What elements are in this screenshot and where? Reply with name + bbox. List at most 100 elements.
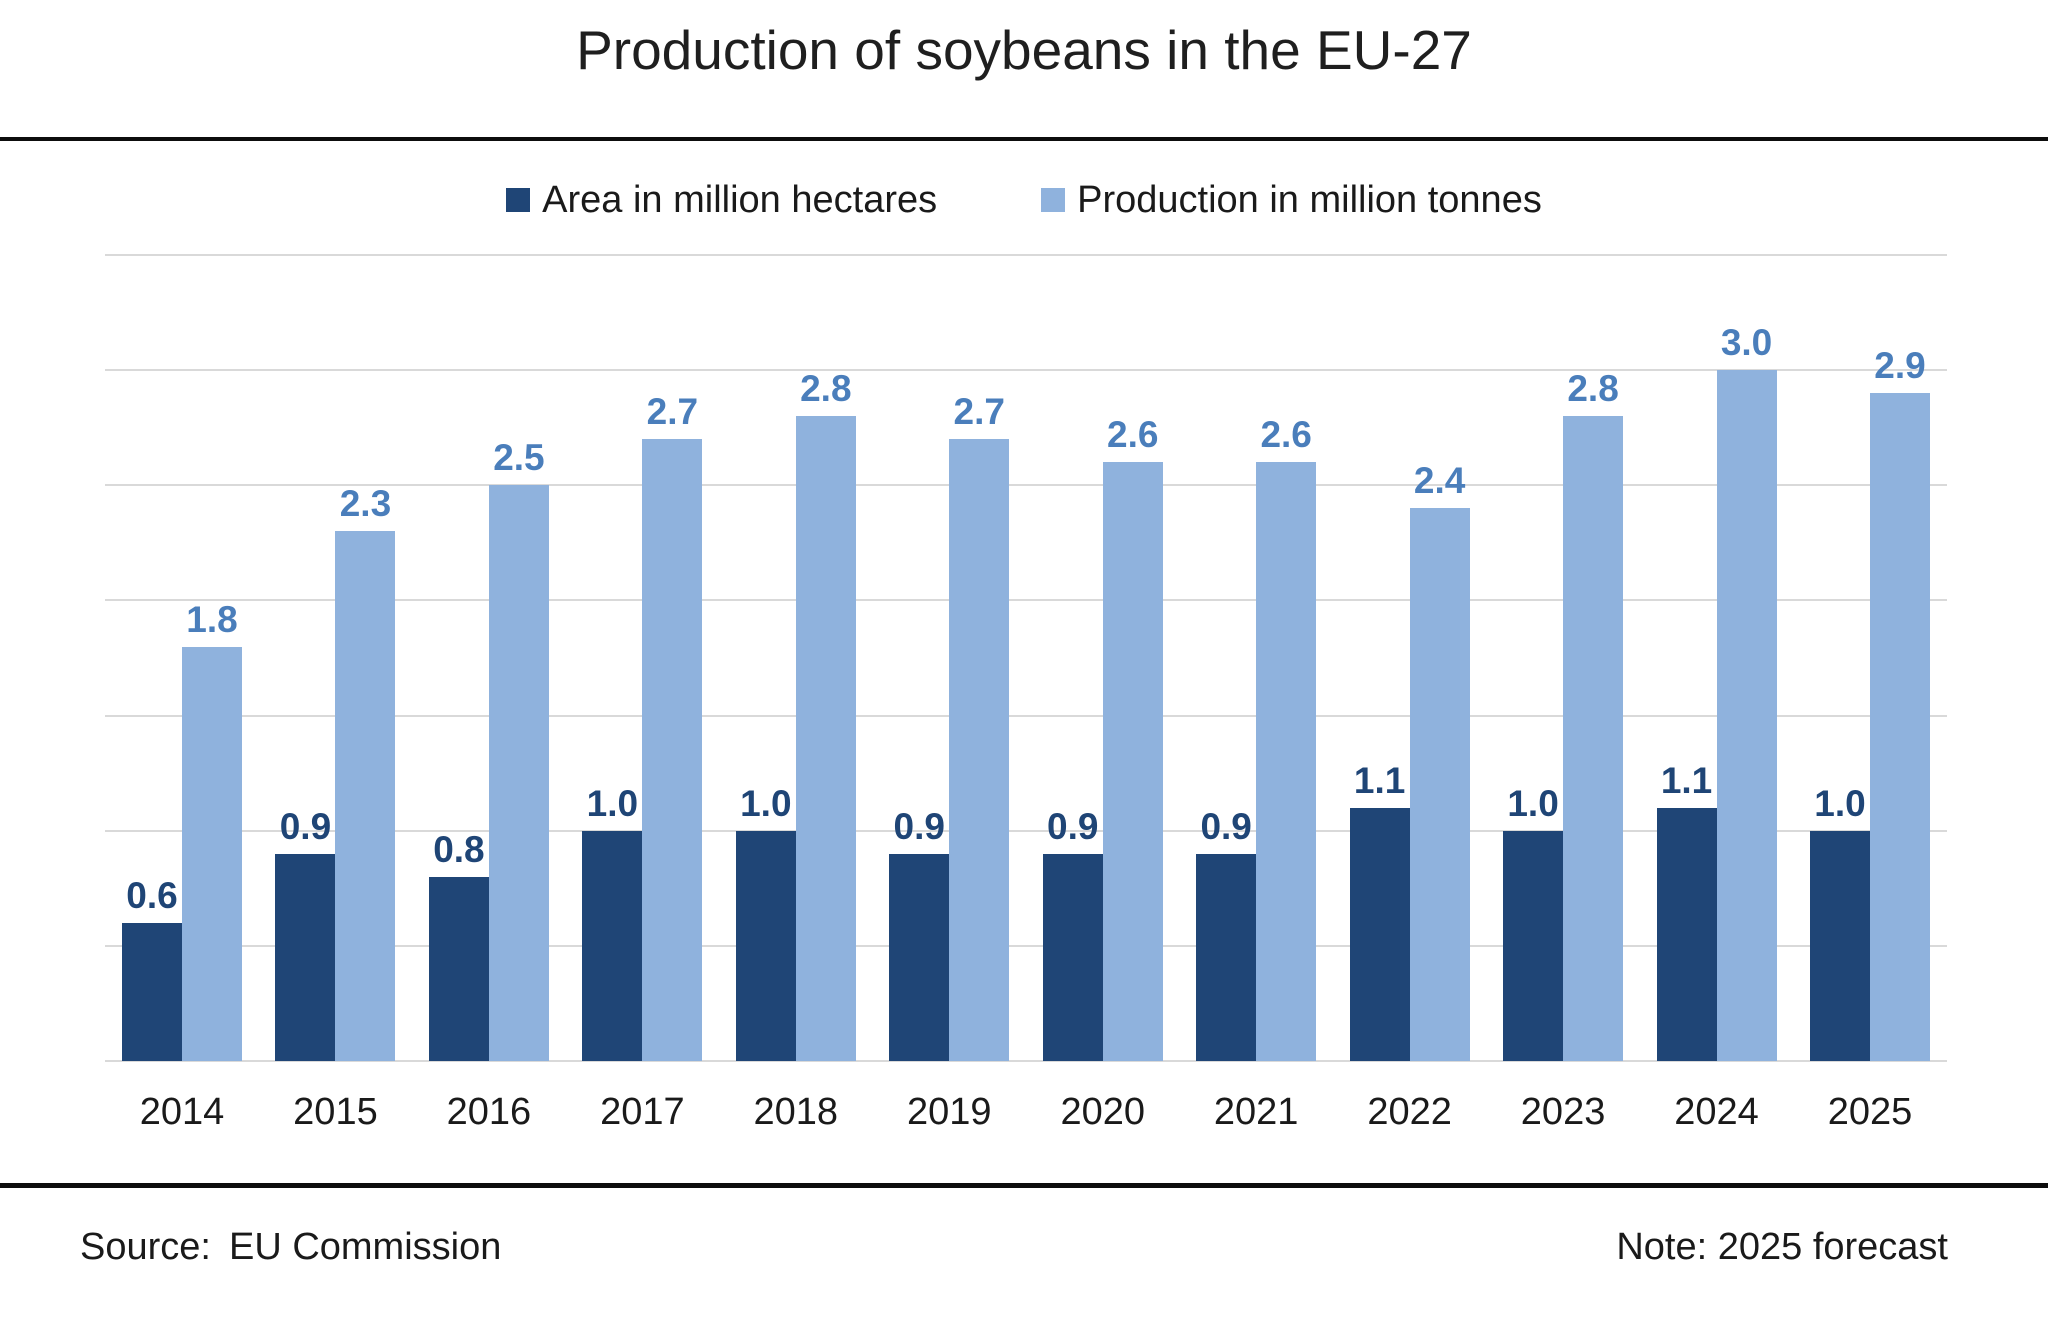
bar-col-area-2022: 1.1: [1349, 255, 1410, 1061]
bar-area-2022: [1349, 807, 1410, 1061]
bar-group-2020: 0.9 2.6 2020: [1042, 255, 1163, 1131]
bar-col-area-2024: 1.1: [1656, 255, 1717, 1061]
source-value: EU Commission: [228, 1226, 502, 1268]
bar-col-area-2016: 0.8: [428, 255, 489, 1061]
bar-col-area-2015: 0.9: [275, 255, 336, 1061]
bar-production-2023: [1563, 416, 1624, 1061]
x-tick-2016: 2016: [446, 1091, 532, 1133]
bar-col-production-2023: 2.8: [1563, 255, 1624, 1061]
bar-col-area-2019: 0.9: [889, 255, 950, 1061]
bar-groups: 0.6 1.8 2014 0.9 2.3 2015 0.8 2.5 2016 1.0 2.7 2017…: [105, 255, 1947, 1131]
bar-production-2024: [1716, 370, 1777, 1061]
value-label-area-2021: 0.9: [1200, 805, 1252, 847]
bar-area-2019: [889, 853, 950, 1061]
value-label-production-2024: 3.0: [1720, 322, 1773, 364]
gridline: [105, 369, 1947, 372]
gridline: [105, 829, 1947, 832]
value-label-area-2015: 0.9: [279, 805, 332, 847]
bar-area-2017: [582, 830, 643, 1061]
value-label-production-2018: 2.8: [800, 368, 852, 410]
bar-col-production-2025: 2.9: [1869, 255, 1930, 1061]
legend-item-area: Area in million hectares: [506, 181, 937, 219]
value-label-area-2017: 1.0: [586, 782, 639, 824]
bar-area-2016: [428, 876, 489, 1061]
value-label-production-2023: 2.8: [1567, 368, 1619, 410]
bar-col-production-2015: 2.3: [335, 255, 396, 1061]
value-label-production-2019: 2.7: [953, 391, 1005, 433]
bar-production-2014: [182, 646, 242, 1061]
x-tick-2024: 2024: [1674, 1091, 1759, 1133]
forecast-note: Note: 2025 forecast: [1616, 1226, 1948, 1268]
bar-production-2022: [1409, 508, 1470, 1061]
value-label-area-2025: 1.0: [1814, 782, 1866, 824]
bar-production-2018: [795, 416, 856, 1061]
bar-col-area-2017: 1.0: [582, 255, 643, 1061]
value-label-production-2021: 2.6: [1260, 414, 1312, 456]
bar-group-2025: 1.0 2.9 2025: [1809, 255, 1930, 1131]
bar-col-area-2025: 1.0: [1809, 255, 1870, 1061]
bar-group-2024: 1.1 3.0 2024: [1656, 255, 1777, 1131]
source-note: Source: EU Commission: [80, 1228, 501, 1266]
footer-divider: [0, 1183, 2048, 1188]
legend-swatch-production: [1041, 188, 1066, 212]
bar-col-production-2020: 2.6: [1102, 255, 1163, 1061]
value-label-production-2022: 2.4: [1413, 460, 1466, 502]
bar-group-2016: 0.8 2.5 2016: [428, 255, 549, 1131]
bar-area-2025: [1809, 830, 1870, 1061]
gridline: [105, 599, 1947, 602]
bar-col-production-2014: 1.8: [182, 255, 242, 1061]
value-label-production-2020: 2.6: [1107, 414, 1159, 456]
x-tick-2025: 2025: [1827, 1091, 1913, 1133]
legend-swatch-area: [506, 188, 531, 212]
legend-label-area: Area in million hectares: [542, 179, 938, 221]
bar-col-area-2018: 1.0: [735, 255, 796, 1061]
x-tick-2022: 2022: [1367, 1091, 1452, 1133]
bar-group-2017: 1.0 2.7 2017: [582, 255, 703, 1131]
x-tick-2023: 2023: [1520, 1091, 1606, 1133]
bar-col-production-2022: 2.4: [1409, 255, 1470, 1061]
bar-col-production-2024: 3.0: [1716, 255, 1777, 1061]
bar-col-production-2016: 2.5: [488, 255, 549, 1061]
gridline: [105, 254, 1947, 256]
bar-production-2019: [949, 439, 1010, 1061]
value-label-production-2017: 2.7: [646, 391, 699, 433]
value-label-production-2025: 2.9: [1874, 345, 1926, 387]
value-label-production-2015: 2.3: [339, 483, 392, 525]
x-tick-2019: 2019: [906, 1091, 992, 1133]
bar-group-2022: 1.1 2.4 2022: [1349, 255, 1470, 1131]
x-tick-2015: 2015: [293, 1091, 378, 1133]
bar-area-2015: [275, 853, 336, 1061]
bar-group-2014: 0.6 1.8 2014: [122, 255, 242, 1131]
value-label-area-2020: 0.9: [1047, 805, 1099, 847]
x-tick-2020: 2020: [1060, 1091, 1145, 1133]
value-label-production-2016: 2.5: [493, 437, 545, 479]
value-label-area-2018: 1.0: [740, 782, 792, 824]
bar-group-2018: 1.0 2.8 2018: [735, 255, 856, 1131]
bar-col-production-2019: 2.7: [949, 255, 1010, 1061]
bar-production-2021: [1256, 462, 1317, 1061]
legend: Area in million hectares Production in m…: [0, 176, 2048, 224]
value-label-area-2023: 1.0: [1507, 782, 1559, 824]
chart-title: Production of soybeans in the EU-27: [576, 19, 1472, 81]
bar-area-2023: [1503, 830, 1564, 1061]
bar-production-2015: [335, 531, 396, 1061]
bar-group-2019: 0.9 2.7 2019: [889, 255, 1010, 1131]
bar-area-2021: [1196, 853, 1257, 1061]
bar-area-2014: [122, 922, 182, 1061]
bar-col-area-2021: 0.9: [1196, 255, 1257, 1061]
x-tick-2014: 2014: [139, 1091, 225, 1133]
bar-group-2021: 0.9 2.6 2021: [1196, 255, 1317, 1131]
bar-col-area-2014: 0.6: [122, 255, 182, 1061]
gridline: [105, 714, 1947, 717]
x-tick-2017: 2017: [600, 1091, 685, 1133]
bar-group-2015: 0.9 2.3 2015: [275, 255, 396, 1131]
bar-production-2020: [1102, 462, 1163, 1061]
source-label: Source:: [80, 1226, 211, 1268]
title-divider: [0, 137, 2048, 141]
bar-production-2016: [488, 485, 549, 1061]
bar-col-production-2017: 2.7: [642, 255, 703, 1061]
bar-production-2025: [1869, 393, 1930, 1061]
value-label-area-2019: 0.9: [893, 805, 945, 847]
legend-item-production: Production in million tonnes: [1041, 181, 1542, 219]
value-label-area-2024: 1.1: [1660, 759, 1713, 801]
